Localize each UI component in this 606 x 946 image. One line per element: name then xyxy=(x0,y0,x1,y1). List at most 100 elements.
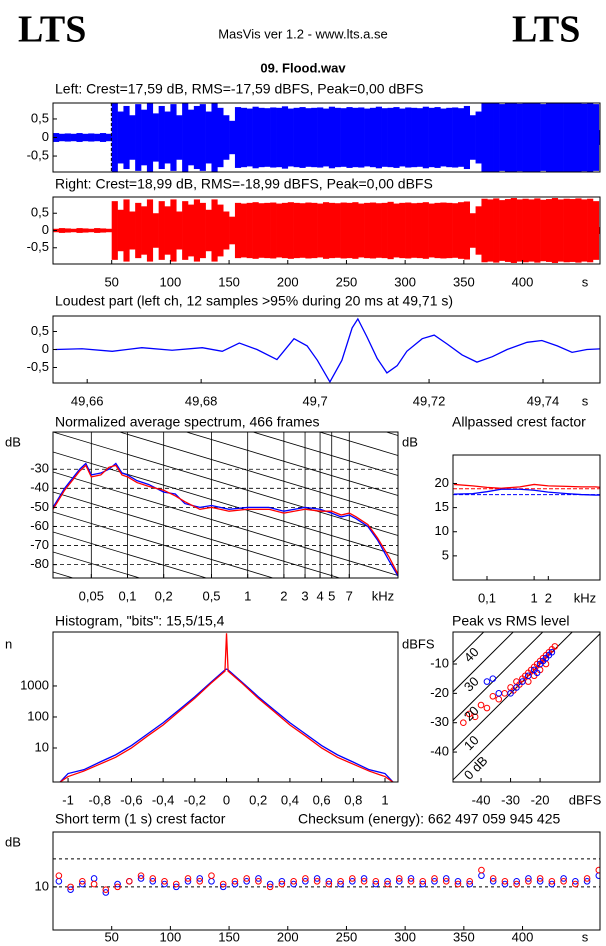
waveform-bar xyxy=(563,103,570,172)
waveform-bar xyxy=(428,107,435,168)
waveform-bar xyxy=(258,203,265,258)
waveform-bar xyxy=(504,103,512,172)
waveform-bar xyxy=(346,202,353,259)
waveform-bar xyxy=(270,202,277,259)
x-tick-label: 150 xyxy=(218,929,240,944)
waveform-bar xyxy=(135,202,142,259)
waveform-bar xyxy=(152,213,159,248)
x-tick-label: 5 xyxy=(328,588,335,603)
x-tick-label: 250 xyxy=(336,929,358,944)
scatter-point xyxy=(431,877,438,885)
scatter-point xyxy=(278,877,286,885)
y-tick-label: 0 xyxy=(42,129,49,144)
scatter-point xyxy=(583,877,591,885)
scatter-point xyxy=(313,875,321,882)
scatter-point xyxy=(114,883,121,891)
crest-line xyxy=(453,632,514,693)
scatter-point xyxy=(525,875,532,882)
scatter-point xyxy=(219,880,227,888)
waveform-bar xyxy=(281,202,289,259)
y-tick-label: -0,5 xyxy=(27,359,49,374)
x-tick-label: 0,6 xyxy=(313,792,331,807)
waveform-bar xyxy=(358,203,365,258)
waveform-bar xyxy=(481,103,488,172)
series-line xyxy=(55,317,600,383)
slope-line xyxy=(53,511,275,578)
waveform-bar xyxy=(546,199,553,262)
waveform-bar xyxy=(405,107,412,168)
waveform-bar xyxy=(434,202,441,259)
y-tick-label: 0 xyxy=(42,222,49,237)
waveform-bar xyxy=(510,103,517,172)
scatter-point xyxy=(454,880,462,888)
waveform-bar xyxy=(317,107,324,168)
waveform-bar xyxy=(340,202,347,259)
waveform-bar xyxy=(176,211,183,250)
plot-area xyxy=(53,103,600,172)
x-tick-label: 50 xyxy=(104,274,118,289)
waveform-bar xyxy=(105,133,112,142)
waveform-bar xyxy=(581,199,588,262)
waveform-bar xyxy=(375,203,382,258)
scatter-point xyxy=(266,883,274,891)
waveform-bar xyxy=(317,203,324,258)
waveform-bar xyxy=(88,133,95,142)
waveform-bar xyxy=(551,198,559,263)
waveform-bar xyxy=(340,108,347,167)
waveform-bar xyxy=(457,108,465,167)
waveform-bar xyxy=(587,198,594,263)
x-tick-label: -0,2 xyxy=(184,792,206,807)
waveform-bar xyxy=(493,198,500,263)
scatter-point xyxy=(67,883,74,891)
scatter-point xyxy=(524,672,532,680)
chart-subtitle: Checksum (energy): 662 497 059 945 425 xyxy=(298,811,560,827)
chart-title: Allpassed crest factor xyxy=(452,414,586,430)
scatter-point xyxy=(395,877,403,885)
y-tick-label: -10 xyxy=(430,655,449,670)
logo-right: LTS xyxy=(512,9,580,51)
waveform-bar xyxy=(475,111,482,164)
waveform-bar xyxy=(287,108,294,167)
x-axis-label: s xyxy=(582,393,589,408)
waveform-bar xyxy=(129,211,136,250)
plot-frame xyxy=(52,431,399,579)
scatter-point xyxy=(360,877,368,885)
waveform-bar xyxy=(276,107,283,168)
waveform-bar xyxy=(217,107,224,168)
plot-area xyxy=(453,632,600,781)
waveform-bar xyxy=(82,228,89,233)
plot-area xyxy=(55,317,600,383)
waveform-bar xyxy=(170,104,177,171)
waveform-bar xyxy=(164,206,171,255)
waveform-bar xyxy=(281,106,289,169)
waveform-bar xyxy=(123,199,130,262)
crest-line xyxy=(453,633,600,781)
x-tick-label: 0,4 xyxy=(281,792,299,807)
waveform-bar xyxy=(276,203,283,258)
waveform-bar xyxy=(152,113,159,162)
scatter-point xyxy=(349,877,356,885)
plot-frame xyxy=(52,102,601,173)
scatter-point xyxy=(172,880,180,888)
y-tick-label: 20 xyxy=(435,475,449,490)
waveform-bar xyxy=(240,107,247,168)
scatter-point xyxy=(478,866,485,874)
waveform-bar xyxy=(440,202,447,259)
x-tick-label: 250 xyxy=(336,274,358,289)
scatter-point xyxy=(149,877,157,885)
waveform-bar xyxy=(311,202,318,259)
crest-line xyxy=(453,632,544,722)
waveform-bar xyxy=(117,209,124,252)
waveform-bar xyxy=(457,202,465,259)
scatter-point xyxy=(384,877,391,885)
waveform-bar xyxy=(546,103,553,172)
waveform-bar xyxy=(499,200,506,261)
y-tick-label: -20 xyxy=(430,685,449,700)
waveform-bar xyxy=(70,133,77,142)
waveform-bar xyxy=(311,107,318,168)
scatter-point xyxy=(384,880,391,888)
waveform-bar xyxy=(481,198,488,263)
waveform-bar xyxy=(592,104,600,171)
slope-line xyxy=(53,491,342,578)
scatter-point xyxy=(219,883,227,891)
